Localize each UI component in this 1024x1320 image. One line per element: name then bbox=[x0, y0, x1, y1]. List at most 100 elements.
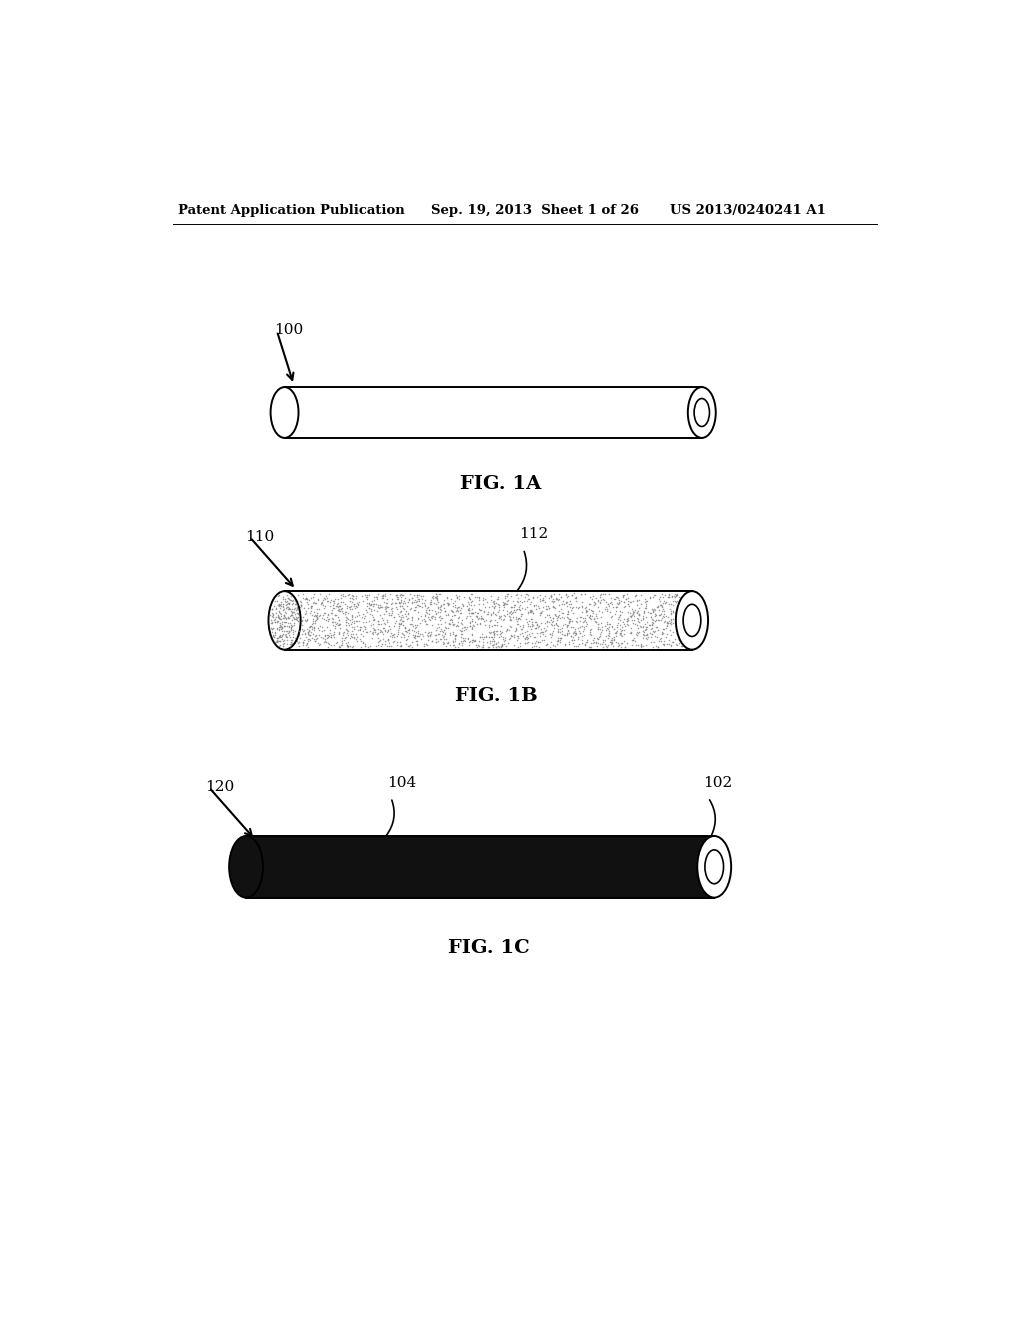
Point bbox=[340, 632, 356, 653]
Point bbox=[333, 634, 349, 655]
Point bbox=[365, 595, 381, 616]
Point bbox=[546, 590, 562, 611]
Point bbox=[596, 630, 612, 651]
Point bbox=[294, 635, 310, 656]
Point bbox=[469, 605, 485, 626]
Point bbox=[534, 602, 550, 623]
Point bbox=[514, 618, 530, 639]
Point bbox=[486, 591, 503, 612]
Point bbox=[366, 589, 382, 610]
Point bbox=[616, 630, 633, 651]
Point bbox=[429, 618, 445, 639]
Point bbox=[582, 598, 598, 619]
Point bbox=[480, 616, 497, 638]
Point bbox=[323, 590, 339, 611]
Point bbox=[637, 593, 653, 614]
Point bbox=[300, 636, 316, 657]
Point bbox=[464, 603, 480, 624]
Point bbox=[440, 632, 457, 653]
Point bbox=[399, 591, 416, 612]
Point bbox=[507, 602, 523, 623]
Point bbox=[638, 624, 654, 645]
Point bbox=[565, 632, 582, 653]
Point bbox=[535, 587, 551, 609]
Point bbox=[417, 606, 433, 627]
Point bbox=[321, 636, 337, 657]
Point bbox=[574, 615, 591, 636]
Point bbox=[422, 626, 438, 647]
Point bbox=[482, 610, 499, 631]
Point bbox=[635, 607, 651, 628]
Point bbox=[274, 626, 291, 647]
Point bbox=[542, 623, 558, 644]
Point bbox=[593, 619, 609, 640]
Point bbox=[308, 593, 325, 614]
Point bbox=[319, 590, 336, 611]
Point bbox=[294, 615, 310, 636]
Point bbox=[430, 597, 446, 618]
Point bbox=[552, 627, 568, 648]
Point bbox=[417, 611, 433, 632]
Point bbox=[482, 610, 499, 631]
Point bbox=[484, 634, 501, 655]
Point bbox=[508, 599, 524, 620]
Point bbox=[628, 585, 644, 606]
Point bbox=[504, 626, 520, 647]
Point bbox=[366, 586, 382, 607]
Point bbox=[605, 636, 622, 657]
Point bbox=[373, 635, 389, 656]
Point bbox=[486, 624, 503, 645]
Point bbox=[431, 583, 447, 605]
Point bbox=[518, 590, 535, 611]
Point bbox=[449, 624, 465, 645]
Point bbox=[342, 609, 358, 630]
Point bbox=[354, 611, 371, 632]
Point bbox=[627, 586, 643, 607]
Point bbox=[389, 589, 406, 610]
Point bbox=[586, 607, 602, 628]
Point bbox=[345, 635, 361, 656]
Point bbox=[485, 620, 502, 642]
Point bbox=[649, 595, 666, 616]
Point bbox=[428, 583, 444, 605]
Point bbox=[444, 593, 461, 614]
Point bbox=[560, 601, 577, 622]
Point bbox=[401, 598, 418, 619]
Point bbox=[275, 605, 292, 626]
Point bbox=[615, 586, 632, 607]
Point bbox=[560, 601, 577, 622]
Point bbox=[299, 632, 315, 653]
Point bbox=[566, 624, 583, 645]
Point bbox=[456, 587, 472, 609]
Point bbox=[417, 622, 433, 643]
Point bbox=[275, 631, 292, 652]
Point bbox=[325, 611, 341, 632]
Point bbox=[580, 612, 596, 634]
Point bbox=[646, 598, 663, 619]
Point bbox=[663, 614, 679, 635]
Point bbox=[519, 631, 536, 652]
Point bbox=[283, 585, 299, 606]
Point bbox=[471, 631, 487, 652]
Point bbox=[407, 626, 423, 647]
Point bbox=[523, 622, 540, 643]
Point bbox=[284, 602, 300, 623]
Point bbox=[480, 636, 497, 657]
Point bbox=[567, 610, 584, 631]
Point bbox=[463, 583, 479, 605]
Point bbox=[339, 607, 355, 628]
Point bbox=[446, 636, 463, 657]
Point bbox=[425, 605, 441, 626]
Point bbox=[616, 591, 633, 612]
Point bbox=[269, 627, 286, 648]
Point bbox=[432, 606, 449, 627]
Point bbox=[629, 624, 645, 645]
Point bbox=[666, 585, 682, 606]
Point bbox=[424, 631, 440, 652]
Point bbox=[608, 587, 625, 609]
Point bbox=[480, 597, 497, 618]
Point bbox=[643, 614, 659, 635]
Point bbox=[306, 591, 323, 612]
Point bbox=[651, 628, 668, 649]
Point bbox=[408, 597, 424, 618]
